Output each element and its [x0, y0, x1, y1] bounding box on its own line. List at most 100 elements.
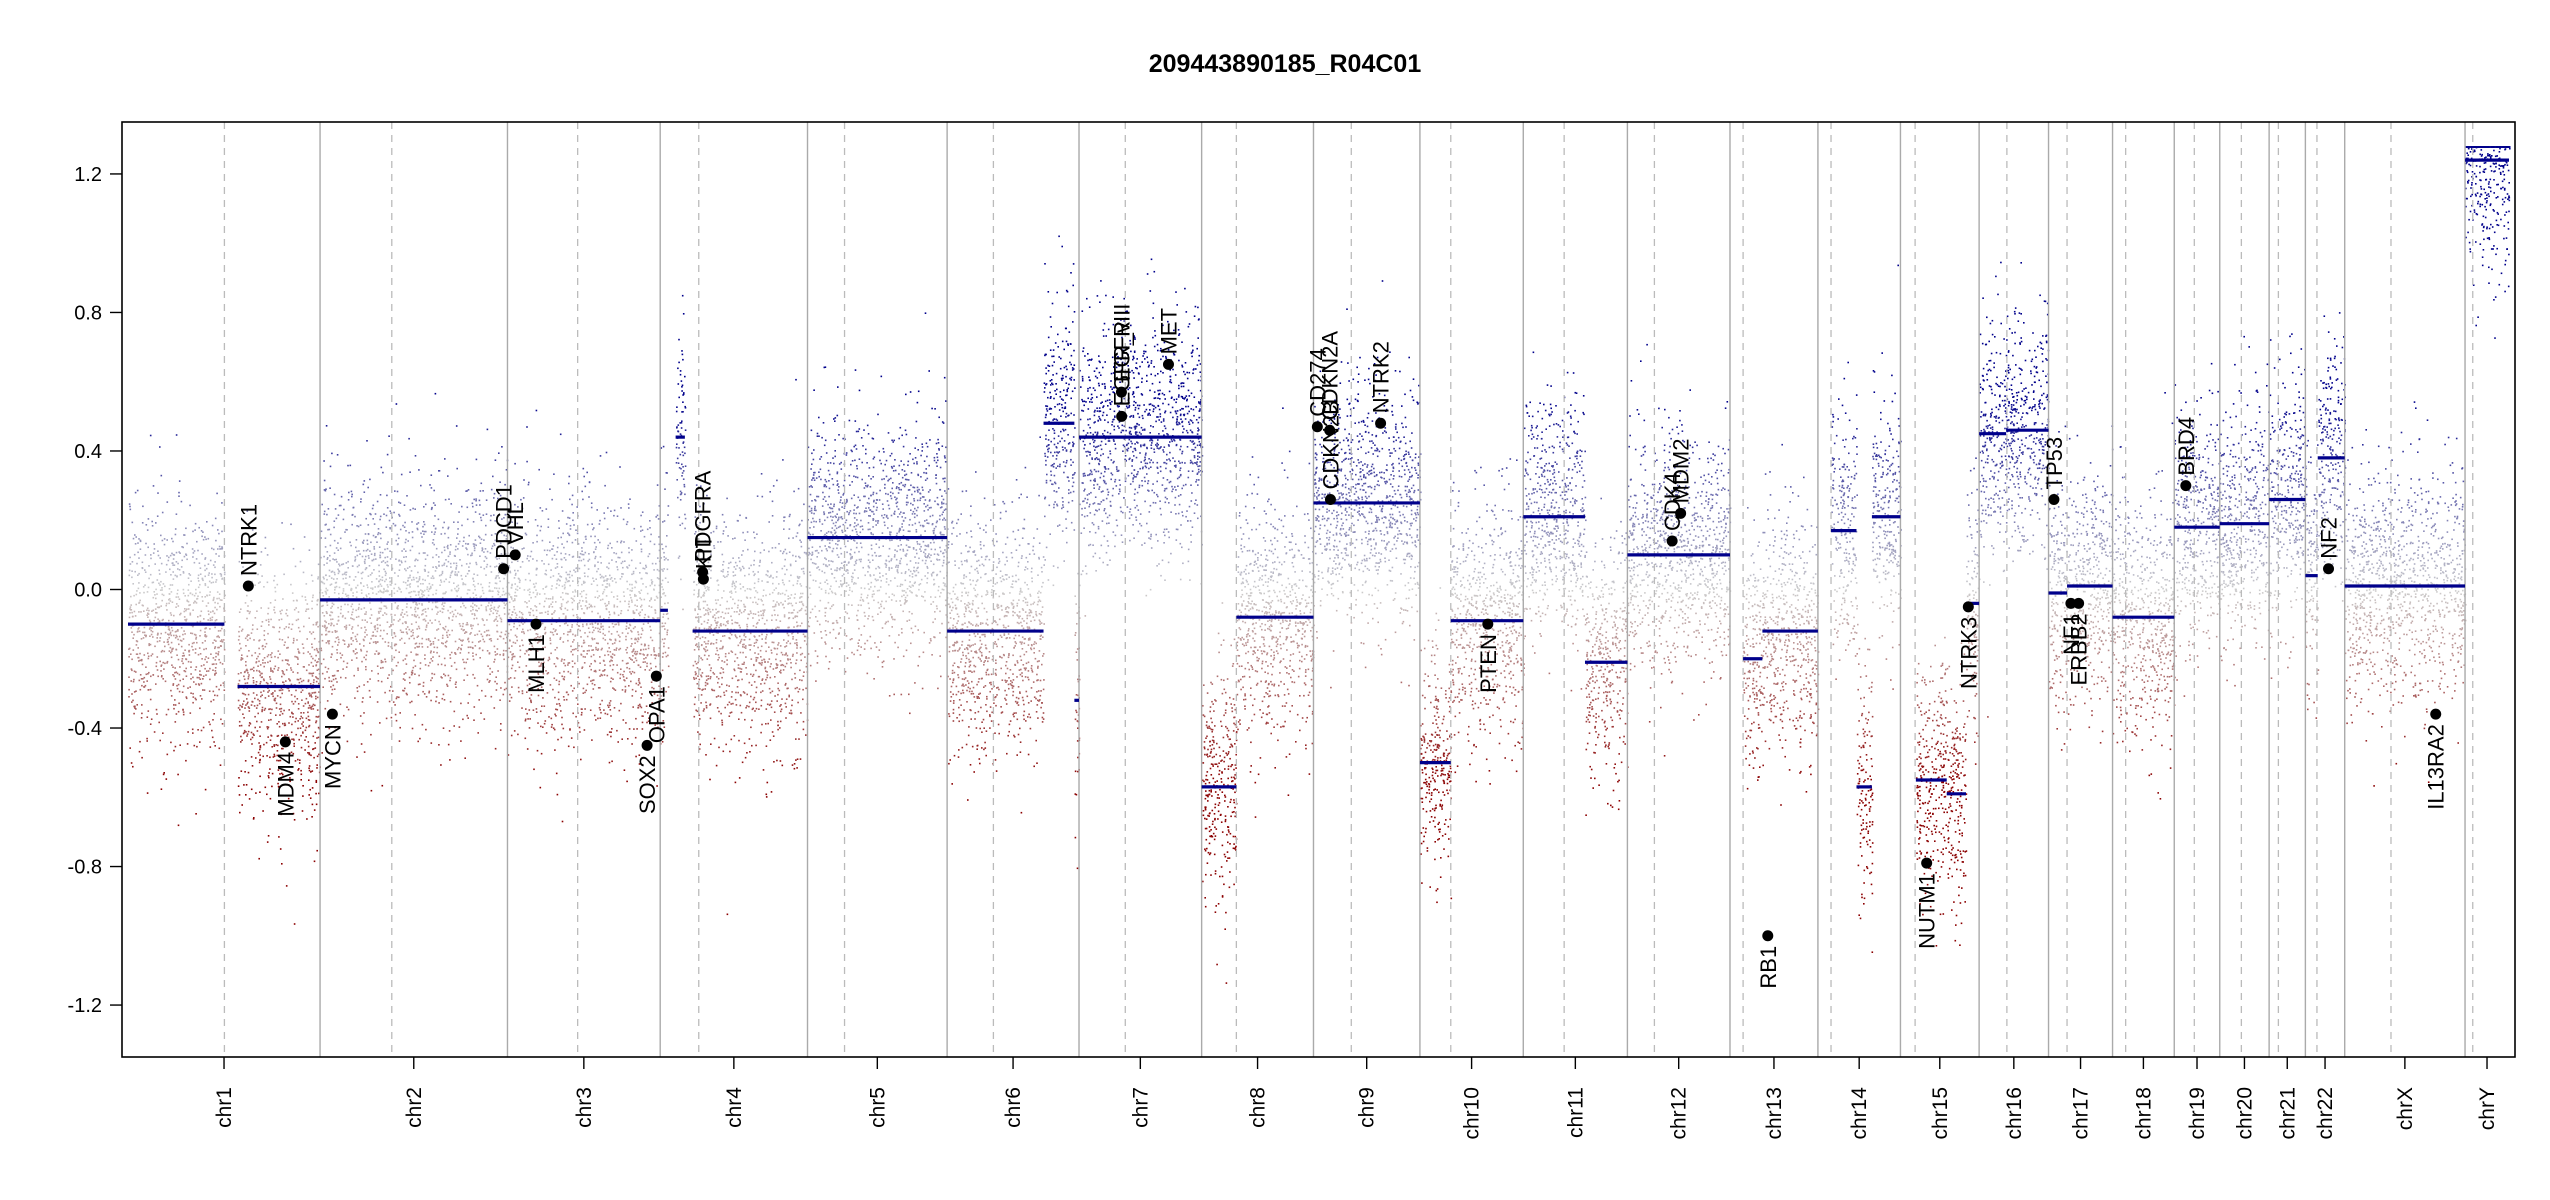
probe-point	[579, 593, 582, 595]
probe-point	[166, 609, 168, 611]
probe-point	[172, 553, 175, 556]
probe-point	[199, 614, 202, 617]
probe-point	[251, 743, 253, 745]
probe-point	[474, 511, 477, 513]
probe-point	[582, 498, 584, 501]
probe-point	[398, 696, 400, 699]
probe-point	[325, 523, 327, 526]
probe-point	[132, 699, 134, 702]
probe-point	[158, 573, 161, 575]
probe-point	[370, 622, 373, 624]
probe-point	[328, 630, 331, 633]
probe-point	[411, 579, 413, 581]
probe-point	[393, 656, 396, 659]
probe-point	[356, 756, 358, 758]
probe-point	[627, 603, 630, 605]
probe-point	[378, 612, 380, 614]
probe-point	[350, 589, 352, 591]
probe-point	[663, 642, 665, 645]
probe-point	[376, 641, 379, 643]
probe-point	[334, 630, 336, 632]
probe-point	[252, 680, 255, 682]
probe-point	[201, 596, 203, 598]
probe-point	[261, 575, 263, 577]
probe-point	[193, 561, 196, 564]
probe-point	[372, 534, 375, 537]
probe-point	[599, 703, 602, 706]
probe-point	[290, 694, 293, 696]
probe-point	[496, 533, 499, 536]
probe-point	[432, 502, 435, 504]
probe-point	[151, 630, 154, 633]
probe-point	[181, 559, 183, 562]
probe-point	[195, 634, 197, 636]
probe-point	[455, 615, 457, 618]
probe-point	[566, 624, 569, 627]
probe-point	[427, 622, 429, 624]
probe-point	[265, 681, 268, 684]
probe-point	[166, 638, 169, 641]
probe-point	[507, 656, 510, 659]
probe-point	[677, 557, 680, 559]
probe-point	[178, 673, 181, 676]
probe-point	[467, 489, 470, 491]
probe-point	[197, 586, 200, 589]
probe-point	[660, 583, 663, 585]
probe-point	[628, 600, 630, 603]
probe-point	[484, 555, 487, 558]
probe-point	[155, 597, 157, 600]
probe-point	[271, 693, 274, 695]
probe-point	[576, 623, 578, 626]
probe-point	[422, 690, 424, 693]
probe-point	[776, 571, 778, 573]
probe-point	[186, 542, 188, 545]
probe-point	[336, 681, 338, 683]
probe-point	[706, 658, 709, 660]
probe-point	[470, 610, 472, 612]
probe-point	[376, 619, 378, 621]
probe-point	[537, 722, 539, 724]
probe-point	[370, 553, 373, 555]
probe-point	[517, 661, 519, 663]
probe-point	[337, 568, 339, 571]
probe-point	[194, 697, 197, 700]
probe-point	[163, 650, 166, 653]
probe-point	[615, 552, 618, 555]
probe-point	[189, 504, 191, 507]
probe-point	[584, 575, 586, 578]
probe-point	[204, 634, 207, 636]
probe-point	[410, 623, 413, 625]
probe-point	[264, 662, 266, 664]
probe-point	[619, 466, 621, 468]
probe-point	[419, 662, 422, 664]
probe-point	[270, 656, 273, 659]
probe-point	[707, 607, 710, 610]
probe-point	[453, 554, 456, 557]
probe-point	[153, 591, 155, 593]
probe-point	[178, 569, 181, 571]
probe-point	[597, 649, 599, 651]
probe-point	[237, 707, 240, 709]
probe-point	[137, 551, 139, 554]
probe-point	[654, 609, 656, 611]
probe-point	[302, 652, 305, 655]
probe-point	[398, 560, 400, 562]
probe-point	[177, 562, 179, 565]
probe-point	[616, 568, 619, 571]
probe-point	[464, 632, 466, 634]
probe-point	[559, 433, 562, 436]
probe-point	[179, 639, 182, 642]
probe-point	[616, 540, 619, 543]
probe-point	[549, 549, 551, 552]
probe-point	[239, 811, 241, 814]
probe-point	[247, 676, 250, 678]
probe-point	[654, 657, 657, 660]
probe-point	[431, 542, 434, 544]
probe-point	[150, 554, 152, 556]
probe-point	[414, 565, 416, 567]
probe-point	[395, 558, 397, 560]
probe-point	[411, 545, 414, 548]
probe-point	[544, 626, 547, 629]
probe-point	[759, 559, 761, 562]
probe-point	[250, 704, 253, 706]
